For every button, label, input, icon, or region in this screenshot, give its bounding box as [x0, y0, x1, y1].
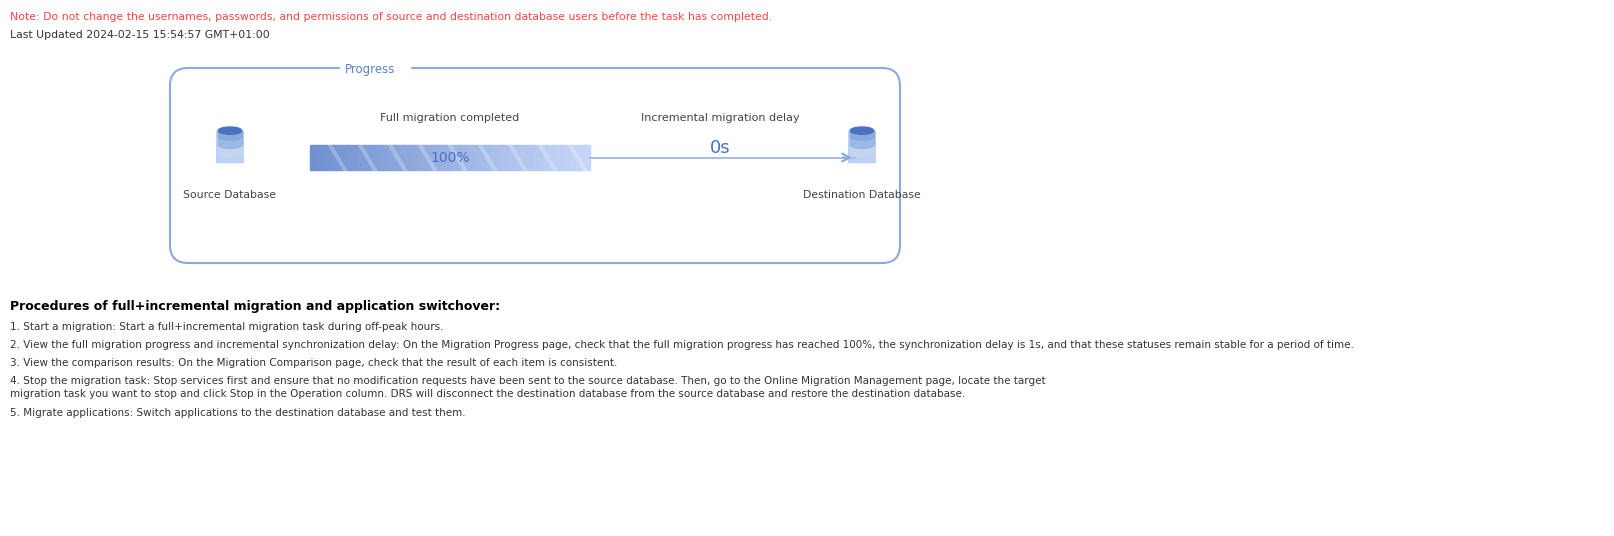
Bar	[320, 145, 324, 170]
Bar	[567, 145, 571, 170]
Bar	[408, 145, 413, 170]
Bar	[487, 145, 492, 170]
Bar	[329, 145, 334, 170]
Text: 0s: 0s	[709, 139, 730, 157]
Bar	[399, 145, 404, 170]
Bar	[357, 145, 362, 170]
Bar	[332, 145, 339, 170]
Bar	[584, 145, 591, 170]
Bar	[374, 145, 381, 170]
Bar	[515, 145, 520, 170]
Bar	[510, 145, 515, 170]
Text: 5. Migrate applications: Switch applications to the destination database and tes: 5. Migrate applications: Switch applicat…	[10, 408, 465, 418]
Bar	[352, 145, 357, 170]
Text: 100%: 100%	[429, 151, 470, 165]
Text: 4. Stop the migration task: Stop services first and ensure that no modification : 4. Stop the migration task: Stop service…	[10, 376, 1044, 386]
Bar	[562, 145, 567, 170]
Ellipse shape	[851, 150, 873, 157]
Text: Procedures of full+incremental migration and application switchover:: Procedures of full+incremental migration…	[10, 300, 500, 313]
Text: 1. Start a migration: Start a full+incremental migration task during off-peak ho: 1. Start a migration: Start a full+incre…	[10, 322, 444, 332]
Bar	[371, 145, 376, 170]
Bar	[413, 145, 418, 170]
Bar	[379, 145, 384, 170]
Bar	[463, 145, 470, 170]
Bar	[576, 145, 581, 170]
Bar	[416, 145, 423, 170]
Text: Progress: Progress	[345, 63, 395, 76]
Bar	[310, 145, 315, 170]
Bar	[450, 145, 455, 170]
Bar	[520, 145, 525, 170]
Bar	[455, 145, 460, 170]
Bar	[505, 145, 512, 170]
Bar	[581, 145, 586, 170]
Bar	[497, 145, 502, 170]
FancyBboxPatch shape	[169, 68, 899, 263]
Bar	[571, 145, 576, 170]
Bar	[851, 131, 873, 138]
Bar	[218, 137, 242, 145]
Bar	[557, 145, 562, 170]
Bar	[492, 145, 497, 170]
Bar	[441, 145, 445, 170]
Bar	[315, 145, 320, 170]
Bar	[431, 145, 436, 170]
FancyBboxPatch shape	[216, 130, 244, 163]
Ellipse shape	[851, 133, 873, 140]
Bar	[218, 144, 242, 153]
Ellipse shape	[218, 133, 242, 140]
Bar	[500, 145, 507, 170]
Bar	[851, 144, 873, 153]
Text: Note: Do not change the usernames, passwords, and permissions of source and dest: Note: Do not change the usernames, passw…	[10, 12, 771, 22]
Text: 2. View the full migration progress and incremental synchronization delay: On th: 2. View the full migration progress and …	[10, 340, 1353, 350]
Bar	[547, 145, 554, 170]
Bar	[384, 145, 389, 170]
Bar	[324, 145, 329, 170]
Bar	[552, 145, 557, 170]
Text: Full migration completed: Full migration completed	[381, 113, 520, 123]
Bar	[421, 145, 426, 170]
Bar	[534, 145, 539, 170]
Bar	[458, 145, 465, 170]
Text: Destination Database: Destination Database	[802, 190, 920, 200]
Bar	[218, 131, 242, 138]
Text: 3. View the comparison results: On the Migration Comparison page, check that the: 3. View the comparison results: On the M…	[10, 358, 617, 368]
FancyBboxPatch shape	[847, 130, 875, 163]
Bar	[404, 145, 408, 170]
Ellipse shape	[218, 127, 242, 135]
Bar	[337, 145, 342, 170]
Ellipse shape	[218, 150, 242, 157]
Ellipse shape	[851, 127, 873, 135]
Bar	[389, 145, 394, 170]
Text: Source Database: Source Database	[184, 190, 276, 200]
Bar	[436, 145, 441, 170]
Text: Last Updated 2024-02-15 15:54:57 GMT+01:00: Last Updated 2024-02-15 15:54:57 GMT+01:…	[10, 30, 270, 40]
Bar	[542, 145, 549, 170]
Bar	[394, 145, 399, 170]
Bar	[525, 145, 529, 170]
Bar	[483, 145, 487, 170]
Bar	[478, 145, 483, 170]
Bar	[851, 137, 873, 145]
Text: Incremental migration delay: Incremental migration delay	[641, 113, 799, 123]
Ellipse shape	[218, 141, 242, 148]
Bar	[362, 145, 366, 170]
Bar	[342, 145, 347, 170]
Bar	[366, 145, 371, 170]
Bar	[347, 145, 352, 170]
Bar	[426, 145, 431, 170]
Bar	[445, 145, 450, 170]
Ellipse shape	[851, 141, 873, 148]
Bar	[539, 145, 544, 170]
Bar	[473, 145, 478, 170]
Bar	[529, 145, 534, 170]
Text: migration task you want to stop and click Stop in the Operation column. DRS will: migration task you want to stop and clic…	[10, 389, 965, 399]
Bar	[468, 145, 473, 170]
